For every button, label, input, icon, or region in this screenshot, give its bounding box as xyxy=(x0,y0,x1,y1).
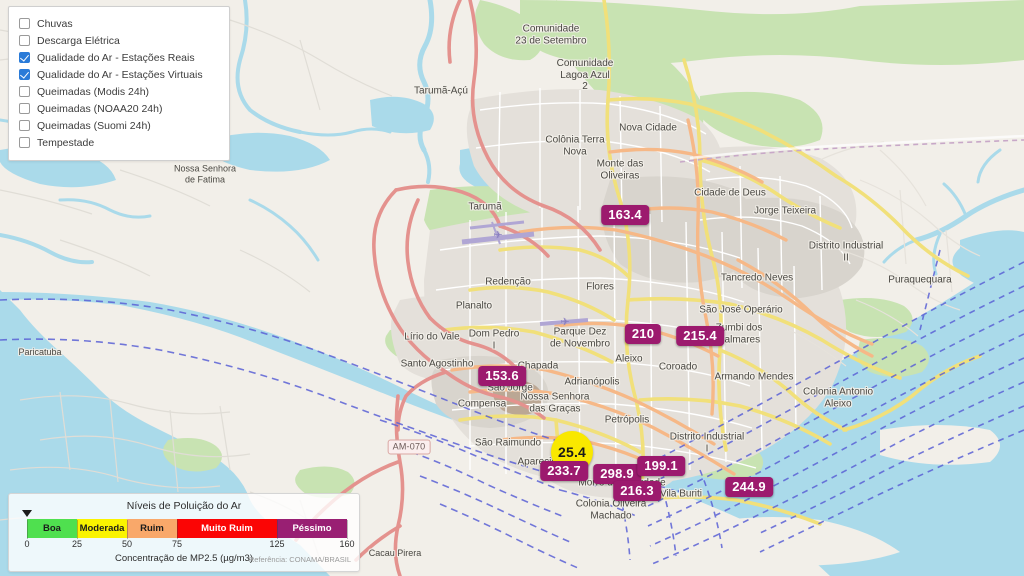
road-shield: AM-070 xyxy=(387,439,431,455)
legend-title: Níveis de Poluição do Ar xyxy=(126,500,242,512)
layer-toggle-row[interactable]: Descarga Elétrica xyxy=(19,32,219,49)
layer-toggle-label: Queimadas (Suomi 24h) xyxy=(37,119,151,132)
airplane-icon: ✈ xyxy=(493,229,503,242)
layer-toggle-label: Queimadas (Modis 24h) xyxy=(37,85,150,98)
legend-tick-line xyxy=(277,520,278,539)
air-quality-station-marker[interactable]: 210 xyxy=(624,324,662,344)
legend-value-pointer xyxy=(22,510,32,517)
air-quality-station-marker[interactable]: 153.6 xyxy=(478,366,526,386)
checkbox-unchecked-icon[interactable] xyxy=(19,86,30,97)
legend-tick-label: 125 xyxy=(269,539,285,549)
layer-toggle-row[interactable]: Qualidade do Ar - Estações Reais xyxy=(19,49,219,66)
layer-toggle-row[interactable]: Queimadas (NOAA20 24h) xyxy=(19,100,219,117)
legend-tick-line xyxy=(27,520,28,539)
checkbox-checked-icon[interactable] xyxy=(19,69,30,80)
layer-toggle-label: Tempestade xyxy=(37,136,95,149)
checkbox-unchecked-icon[interactable] xyxy=(19,18,30,29)
checkbox-unchecked-icon[interactable] xyxy=(19,103,30,114)
checkbox-unchecked-icon[interactable] xyxy=(19,137,30,148)
legend-tick-label: 160 xyxy=(339,539,355,549)
air-quality-station-marker[interactable]: 298.9 xyxy=(593,464,641,484)
legend-bar-wrap: Boa Moderada Ruim Muito Ruim Péssimo xyxy=(22,510,347,538)
legend-footer: Concentração de MP2.5 (µg/m3) Referência… xyxy=(9,553,359,567)
legend-tick-label: 75 xyxy=(171,539,183,549)
layer-toggle-row[interactable]: Qualidade do Ar - Estações Virtuais xyxy=(19,66,219,83)
air-quality-station-marker[interactable]: 215.4 xyxy=(676,326,724,346)
air-quality-station-marker[interactable]: 199.1 xyxy=(637,456,685,476)
layer-control-panel[interactable]: Chuvas Descarga Elétrica Qualidade do Ar -… xyxy=(8,6,230,161)
legend-band: Boa xyxy=(27,519,77,538)
air-quality-station-marker[interactable]: 163.4 xyxy=(601,205,649,225)
legend-tick-row: 0 25 50 75 125 160 xyxy=(24,520,355,552)
legend-tick-line xyxy=(347,520,348,539)
legend-band: Muito Ruim xyxy=(177,519,277,538)
layer-toggle-label: Qualidade do Ar - Estações Virtuais xyxy=(37,68,203,81)
layer-toggle-row[interactable]: Tempestade xyxy=(19,134,219,151)
legend-tick-label: 25 xyxy=(71,539,83,549)
layer-toggle-label: Descarga Elétrica xyxy=(37,34,120,47)
legend-band: Ruim xyxy=(127,519,177,538)
air-quality-station-marker[interactable]: 233.7 xyxy=(540,461,588,481)
layer-toggle-row[interactable]: Queimadas (Modis 24h) xyxy=(19,83,219,100)
legend-tick-line xyxy=(177,520,178,539)
layer-toggle-label: Chuvas xyxy=(37,17,73,30)
airplane-icon: ✈ xyxy=(560,316,570,329)
legend-color-bar: Boa Moderada Ruim Muito Ruim Péssimo xyxy=(27,519,347,538)
layer-toggle-row[interactable]: Chuvas xyxy=(19,15,219,32)
legend-tick-label: 0 xyxy=(24,539,30,549)
air-quality-station-marker[interactable]: 244.9 xyxy=(725,477,773,497)
legend-reference-label: Referência: CONAMA/BRASIL xyxy=(248,555,351,564)
air-pollution-legend: Níveis de Poluição do Ar Boa Moderada Ruim… xyxy=(8,493,360,572)
legend-tick-line xyxy=(127,520,128,539)
air-quality-station-marker[interactable]: 216.3 xyxy=(613,481,661,501)
legend-tick-line xyxy=(77,520,78,539)
layer-toggle-label: Qualidade do Ar - Estações Reais xyxy=(37,51,195,64)
layer-toggle-row[interactable]: Queimadas (Suomi 24h) xyxy=(19,117,219,134)
legend-band: Moderada xyxy=(77,519,127,538)
checkbox-unchecked-icon[interactable] xyxy=(19,35,30,46)
checkbox-checked-icon[interactable] xyxy=(19,52,30,63)
legend-units-label: Concentração de MP2.5 (µg/m3) xyxy=(114,553,253,564)
legend-band: Péssimo xyxy=(277,519,347,538)
layer-toggle-label: Queimadas (NOAA20 24h) xyxy=(37,102,163,115)
checkbox-unchecked-icon[interactable] xyxy=(19,120,30,131)
legend-tick-label: 50 xyxy=(121,539,133,549)
